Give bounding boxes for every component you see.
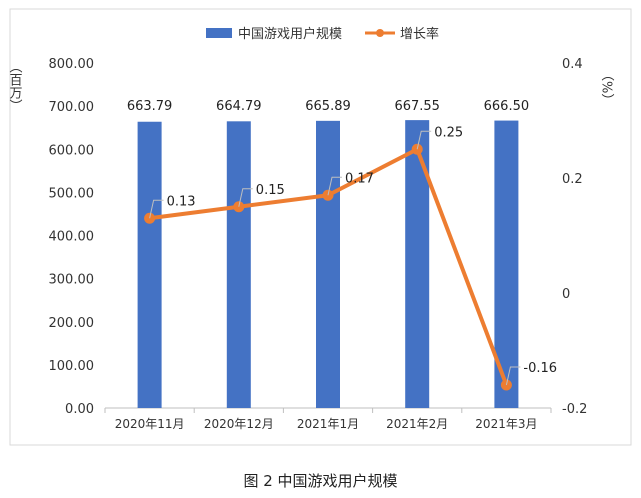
x-tick-label: 2021年3月 bbox=[475, 417, 537, 431]
bar-value-label: 663.79 bbox=[127, 99, 173, 114]
y-left-tick-label: 200.00 bbox=[49, 316, 95, 331]
line-label-leader bbox=[327, 176, 342, 196]
figure-caption: 图 2 中国游戏用户规模 bbox=[243, 472, 398, 490]
line-value-label: 0.15 bbox=[256, 183, 285, 198]
x-tick-label: 2021年1月 bbox=[297, 417, 359, 431]
x-axis: 2020年11月 2020年12月 2021年1月 2021年2月 2021年3月 bbox=[104, 408, 552, 431]
y-left-axis: 800.00 700.00 600.00 500.00 400.00 300.00 200.… bbox=[49, 57, 95, 417]
x-tick-label: 2020年12月 bbox=[204, 417, 274, 431]
legend-line-label: 增长率 bbox=[400, 26, 439, 42]
line-data-labels: 0.13 0.15 0.17 0.25 -0.16 bbox=[149, 125, 557, 386]
y-left-axis-title: （百万） bbox=[7, 60, 23, 112]
legend-bar-swatch bbox=[206, 28, 232, 38]
y-right-tick-label: -0.2 bbox=[562, 402, 587, 417]
y-left-tick-label: 500.00 bbox=[49, 186, 95, 201]
bar bbox=[405, 120, 430, 408]
y-right-tick-label: 0.2 bbox=[562, 172, 583, 187]
bar-value-label: 665.89 bbox=[305, 99, 351, 114]
line-value-label: 0.13 bbox=[167, 194, 196, 209]
y-left-tick-label: 700.00 bbox=[49, 100, 95, 115]
legend: 中国游戏用户规模 增长率 bbox=[206, 26, 439, 42]
x-tick-label: 2020年11月 bbox=[115, 417, 185, 431]
y-left-tick-label: 600.00 bbox=[49, 143, 95, 158]
legend-bar-label: 中国游戏用户规模 bbox=[238, 26, 342, 42]
x-tick-label: 2021年2月 bbox=[386, 417, 448, 431]
bar bbox=[226, 121, 251, 408]
y-left-tick-label: 300.00 bbox=[49, 273, 95, 288]
y-right-axis-title: （%） bbox=[599, 68, 615, 106]
line-label-leader bbox=[505, 366, 521, 386]
line-label-leader bbox=[149, 199, 164, 219]
y-left-tick-label: 800.00 bbox=[49, 57, 95, 72]
y-right-tick-label: 0 bbox=[562, 287, 570, 302]
bar bbox=[137, 121, 162, 408]
line-value-label: 0.17 bbox=[345, 171, 374, 186]
y-right-tick-label: 0.4 bbox=[562, 57, 583, 72]
y-left-tick-label: 400.00 bbox=[49, 230, 95, 245]
legend-line-marker bbox=[376, 29, 384, 37]
line-label-leader bbox=[416, 130, 432, 150]
bar bbox=[316, 120, 340, 409]
bar-value-label: 664.79 bbox=[216, 99, 262, 114]
line-value-label: 0.25 bbox=[434, 125, 463, 140]
y-right-axis: 0.4 0.2 0 -0.2 bbox=[562, 57, 587, 417]
line-value-label: -0.16 bbox=[523, 361, 557, 376]
bar-data-labels: 663.79 664.79 665.89 667.55 666.50 bbox=[127, 99, 529, 114]
bar-value-label: 666.50 bbox=[484, 99, 530, 114]
y-left-tick-label: 0.00 bbox=[65, 402, 94, 417]
bar-value-label: 667.55 bbox=[394, 99, 440, 114]
line-label-leader bbox=[238, 188, 253, 207]
y-left-tick-label: 100.00 bbox=[49, 359, 95, 374]
